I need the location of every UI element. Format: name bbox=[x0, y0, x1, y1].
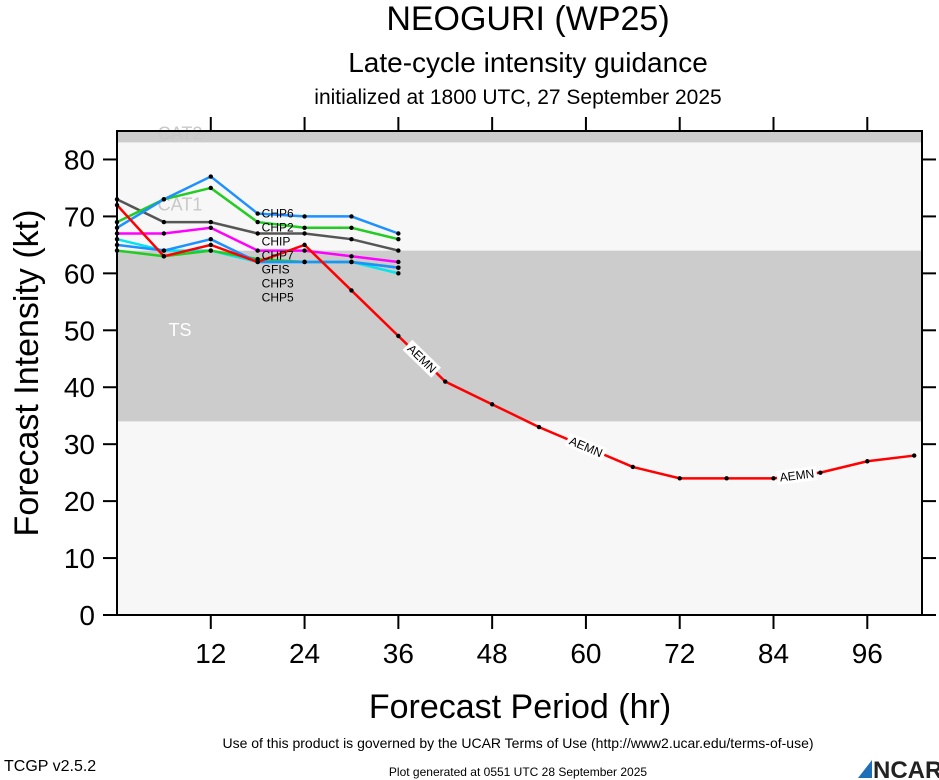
series-label-chip: CHIP bbox=[262, 235, 291, 249]
y-axis-label: Forecast Intensity (kt) bbox=[8, 210, 46, 537]
series-label-chp7: CHP7 bbox=[262, 249, 294, 263]
data-point bbox=[255, 248, 260, 253]
data-point bbox=[724, 476, 729, 481]
data-point bbox=[208, 225, 213, 230]
data-point bbox=[161, 197, 167, 202]
version-text: TCGP v2.5.2 bbox=[4, 758, 96, 775]
data-point bbox=[396, 265, 401, 270]
data-point bbox=[349, 259, 354, 265]
data-point bbox=[349, 225, 354, 230]
x-tick-label: 24 bbox=[289, 638, 320, 669]
plot-frame bbox=[116, 130, 923, 616]
data-point bbox=[208, 185, 213, 191]
x-tick-label: 12 bbox=[195, 638, 226, 669]
series-label-chp3: CHP3 bbox=[262, 277, 294, 291]
chart-subtitle: Late-cycle intensity guidance bbox=[348, 47, 708, 78]
data-point bbox=[161, 254, 167, 259]
data-point bbox=[396, 271, 401, 276]
data-point bbox=[396, 333, 401, 339]
data-point bbox=[771, 476, 776, 481]
data-point bbox=[302, 259, 307, 265]
data-point bbox=[255, 259, 260, 265]
series-label-gfis: GFIS bbox=[262, 263, 290, 277]
series-label-chp6: CHP6 bbox=[262, 207, 294, 221]
terms-text: Use of this product is governed by the U… bbox=[222, 735, 813, 751]
init-time: initialized at 1800 UTC, 27 September 20… bbox=[314, 86, 721, 109]
data-point bbox=[161, 248, 167, 253]
data-point bbox=[255, 211, 260, 216]
series-label-bg bbox=[402, 339, 442, 378]
y-tick-label: 50 bbox=[64, 315, 95, 346]
y-tick-label: 30 bbox=[64, 429, 95, 460]
data-point bbox=[161, 219, 167, 225]
data-point bbox=[818, 470, 823, 475]
data-point bbox=[302, 214, 307, 219]
svg-text:NCAR: NCAR bbox=[873, 757, 939, 780]
series-label-bg bbox=[776, 466, 818, 485]
data-point bbox=[302, 225, 307, 230]
data-point bbox=[302, 231, 307, 236]
ncar-logo: NCAR bbox=[858, 757, 939, 780]
data-point bbox=[396, 231, 401, 236]
x-axis-label: Forecast Period (hr) bbox=[369, 688, 671, 726]
x-tick-label: 96 bbox=[852, 638, 883, 669]
series-label-chp2: CHP2 bbox=[262, 221, 294, 235]
band-label-cat1: CAT1 bbox=[158, 195, 203, 215]
data-point bbox=[208, 174, 213, 179]
series-label-chp5: CHP5 bbox=[262, 291, 294, 305]
data-point bbox=[396, 236, 401, 242]
data-point bbox=[443, 379, 448, 384]
data-point bbox=[489, 402, 495, 407]
band-cat2 bbox=[117, 131, 922, 143]
data-point bbox=[208, 248, 213, 253]
data-point bbox=[208, 219, 213, 225]
data-point bbox=[255, 219, 260, 225]
data-point bbox=[208, 242, 213, 248]
data-point bbox=[396, 248, 401, 253]
generated-text: Plot generated at 0551 UTC 28 September … bbox=[389, 765, 647, 779]
data-point bbox=[302, 248, 307, 253]
series-label-bg bbox=[564, 432, 608, 462]
band-label-cat2: CAT2 bbox=[158, 124, 203, 144]
series-label-aemn: AEMN bbox=[779, 466, 815, 484]
data-point bbox=[349, 254, 354, 259]
y-tick-label: 70 bbox=[64, 201, 95, 232]
y-tick-label: 0 bbox=[79, 600, 95, 631]
data-point bbox=[349, 236, 354, 242]
data-point bbox=[349, 214, 354, 219]
y-tick-label: 60 bbox=[64, 258, 95, 289]
y-tick-label: 80 bbox=[64, 144, 95, 175]
x-tick-label: 36 bbox=[383, 638, 414, 669]
data-point bbox=[911, 453, 917, 458]
data-point bbox=[208, 236, 213, 242]
x-tick-label: 84 bbox=[758, 638, 789, 669]
chart-title: NEOGURI (WP25) bbox=[386, 0, 669, 38]
data-point bbox=[865, 459, 870, 464]
data-point bbox=[677, 476, 682, 481]
y-tick-label: 20 bbox=[64, 486, 95, 517]
data-point bbox=[161, 231, 167, 236]
x-tick-label: 48 bbox=[477, 638, 508, 669]
y-tick-label: 10 bbox=[64, 543, 95, 574]
x-tick-label: 60 bbox=[570, 638, 601, 669]
data-point bbox=[536, 424, 542, 430]
band-ts bbox=[117, 250, 922, 422]
data-point bbox=[349, 288, 354, 293]
data-point bbox=[255, 231, 260, 236]
data-point bbox=[396, 259, 401, 265]
y-tick-label: 40 bbox=[64, 372, 95, 403]
data-point bbox=[630, 464, 636, 470]
band-label-ts: TS bbox=[168, 320, 191, 340]
x-tick-label: 72 bbox=[664, 638, 695, 669]
data-point bbox=[302, 242, 307, 248]
